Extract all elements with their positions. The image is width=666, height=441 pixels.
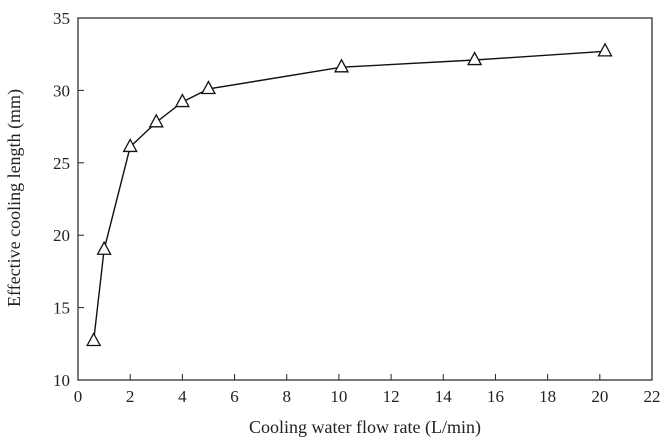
- y-tick-label: 15: [53, 299, 70, 318]
- data-point-marker: [333, 58, 350, 73]
- x-tick-label: 18: [539, 387, 556, 406]
- x-tick-label: 0: [74, 387, 83, 406]
- y-tick-label: 30: [53, 81, 70, 100]
- x-tick-label: 20: [591, 387, 608, 406]
- data-point-marker: [122, 138, 138, 153]
- x-tick-label: 10: [330, 387, 347, 406]
- plot-frame: [77, 17, 653, 381]
- x-axis-ticks: 0 2 4 6 8 10 12 14 16 18 20 22: [74, 374, 661, 406]
- x-tick-label: 8: [282, 387, 291, 406]
- series-group: [86, 42, 613, 347]
- x-tick-label: 16: [487, 387, 504, 406]
- y-tick-label: 35: [53, 9, 70, 28]
- x-tick-label: 12: [383, 387, 400, 406]
- series-line: [92, 50, 606, 341]
- data-point-marker: [148, 113, 164, 128]
- y-axis-title: Effective cooling length (mm): [4, 89, 25, 307]
- data-point-marker: [174, 93, 190, 108]
- y-tick-label: 20: [53, 226, 70, 245]
- x-axis-title: Cooling water flow rate (L/min): [249, 417, 481, 438]
- y-axis-ticks: 10 15 20 25 30 35: [53, 9, 84, 390]
- x-tick-label: 4: [178, 387, 187, 406]
- x-tick-label: 22: [644, 387, 661, 406]
- x-tick-label: 14: [435, 387, 453, 406]
- data-point-marker: [466, 51, 483, 66]
- y-tick-label: 10: [53, 371, 70, 390]
- data-point-marker: [96, 240, 112, 255]
- y-tick-label: 25: [53, 154, 70, 173]
- data-point-marker: [200, 80, 217, 95]
- data-point-marker: [86, 332, 102, 347]
- data-point-marker: [597, 42, 613, 57]
- x-tick-label: 2: [126, 387, 135, 406]
- x-tick-label: 6: [230, 387, 239, 406]
- axes: [77, 17, 653, 381]
